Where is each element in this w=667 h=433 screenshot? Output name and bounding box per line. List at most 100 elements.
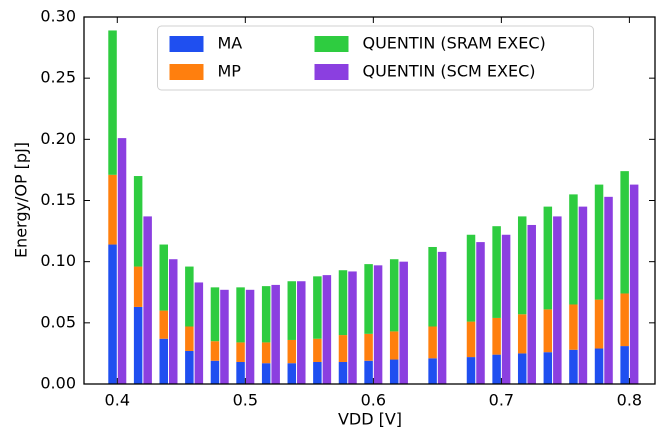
bar-segment	[517, 216, 527, 315]
bar	[553, 216, 562, 384]
bar-segment	[389, 259, 399, 332]
legend-swatch	[169, 36, 204, 52]
bar-segment	[261, 286, 271, 343]
bar-segment	[389, 359, 399, 384]
bar-segment	[261, 342, 271, 364]
bar-segment	[108, 30, 117, 175]
bar	[194, 282, 204, 384]
bar-segment	[364, 360, 373, 384]
bar-segment	[428, 326, 437, 359]
bar-segment	[594, 184, 604, 300]
bar-segment	[159, 244, 168, 311]
bar-segment	[185, 266, 194, 327]
bar	[143, 216, 152, 384]
bar-segment	[543, 309, 553, 353]
x-axis-label: VDD [V]	[338, 410, 402, 429]
bar-segment	[620, 346, 629, 384]
bar-segment	[466, 234, 476, 322]
bar-segment	[133, 176, 143, 267]
bar-segment	[133, 266, 143, 307]
bar-segment	[236, 342, 245, 362]
bar-segment	[517, 314, 527, 354]
bar-segment	[492, 317, 501, 355]
bar-segment	[569, 304, 578, 350]
bar	[117, 138, 127, 384]
y-tick-label: 0.25	[40, 68, 76, 87]
legend-label: QUENTIN (SRAM EXEC)	[363, 34, 546, 53]
bar	[604, 196, 613, 384]
bar-segment	[492, 226, 501, 318]
bar-segment	[364, 264, 373, 334]
y-tick-label: 0.15	[40, 190, 76, 209]
y-axis-label: Energy/OP [pJ]	[12, 142, 31, 258]
bar-segment	[313, 338, 322, 362]
bar-segment	[620, 293, 629, 347]
bar	[399, 261, 408, 384]
bar-segment	[159, 310, 168, 339]
legend-label: MA	[218, 34, 243, 53]
x-tick-label: 0.5	[233, 391, 258, 410]
bar-segment	[210, 287, 220, 342]
legend-swatch	[314, 36, 349, 52]
bar-segment	[428, 246, 437, 327]
legend-swatch	[169, 64, 204, 80]
bar	[527, 224, 536, 384]
bar	[578, 206, 588, 384]
bar-segment	[492, 354, 501, 384]
bar-segment	[389, 331, 399, 360]
bar	[220, 289, 229, 384]
bar-segment	[338, 335, 348, 362]
bar	[322, 275, 332, 384]
bar-segment	[108, 174, 117, 245]
bar-segment	[185, 326, 194, 351]
bar-segment	[569, 194, 578, 305]
bar	[501, 234, 511, 384]
bar-segment	[287, 281, 297, 340]
plot-frame	[83, 16, 656, 385]
bar	[168, 259, 178, 384]
bar-segment	[236, 287, 245, 343]
x-tick-label: 0.4	[105, 391, 130, 410]
legend-swatch	[314, 64, 349, 80]
x-tick-label: 0.6	[361, 391, 386, 410]
bar-segment	[338, 270, 348, 336]
bar-segment	[466, 321, 476, 358]
bar	[373, 265, 383, 384]
bar	[245, 289, 255, 384]
y-tick-label: 0.30	[40, 7, 76, 26]
y-tick-label: 0.20	[40, 129, 76, 148]
bar	[297, 281, 306, 384]
bar-segment	[364, 333, 373, 361]
bar-segment	[261, 363, 271, 384]
bar-segment	[287, 363, 297, 384]
legend-label: QUENTIN (SCM EXEC)	[363, 62, 536, 81]
bar-segment	[210, 360, 220, 384]
y-tick-label: 0.00	[40, 374, 76, 393]
bar	[271, 284, 280, 384]
bar-segment	[108, 244, 117, 384]
bar-segment	[236, 361, 245, 384]
bar	[629, 184, 639, 384]
bar-segment	[185, 350, 194, 384]
legend: MA MP QUENTIN (SRAM EXEC) QUENTIN (SCM EXEC…	[157, 25, 594, 91]
bar-segment	[466, 357, 476, 384]
bar-segment	[428, 358, 437, 384]
bar-segment	[594, 348, 604, 384]
bar-segment	[594, 299, 604, 349]
y-tick-label: 0.10	[40, 251, 76, 270]
bar	[476, 242, 485, 384]
bar-segment	[620, 171, 629, 294]
bar	[437, 251, 447, 384]
bar-segment	[543, 352, 553, 384]
bar-segment	[313, 276, 322, 339]
bar-segment	[543, 206, 553, 310]
bar-segment	[159, 338, 168, 384]
legend-frame	[157, 25, 594, 91]
bar-segment	[313, 361, 322, 384]
bar-segment	[569, 349, 578, 384]
bar	[348, 271, 357, 384]
bar-segment	[517, 353, 527, 384]
legend-label: MP	[218, 62, 242, 81]
bar-segment	[287, 339, 297, 364]
y-tick-label: 0.05	[40, 312, 76, 331]
